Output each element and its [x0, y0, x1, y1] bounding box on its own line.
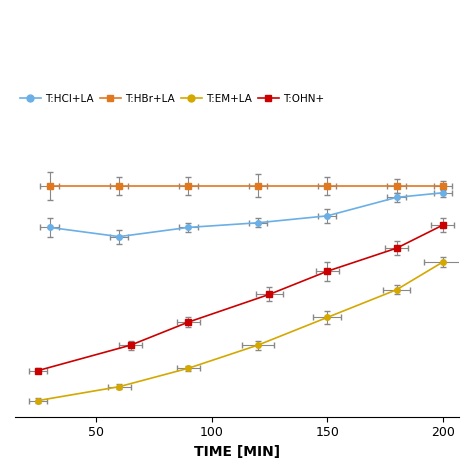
X-axis label: TIME [MIN]: TIME [MIN] — [194, 445, 280, 459]
Legend: T:HCl+LA, T:HBr+LA, T:EM+LA, T:OHN+: T:HCl+LA, T:HBr+LA, T:EM+LA, T:OHN+ — [16, 90, 328, 108]
